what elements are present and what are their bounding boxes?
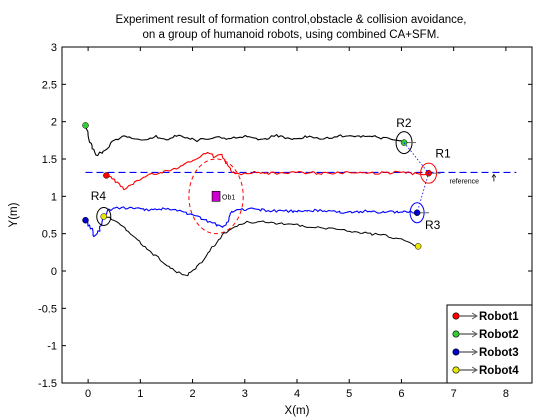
x-tick-label: 1 bbox=[137, 388, 143, 400]
legend-arrow-head-robot2 bbox=[471, 330, 478, 338]
legend-arrow-head-robot3 bbox=[471, 348, 478, 356]
y-tick-label: 0 bbox=[51, 266, 57, 278]
start-marker-robot2 bbox=[82, 122, 89, 129]
legend-label-robot3: Robot3 bbox=[479, 347, 519, 359]
annotation-layer: R1 R2 R3 R4 bbox=[91, 116, 451, 232]
start-marker-robot3 bbox=[82, 216, 89, 224]
legend-arrow-head-robot1 bbox=[471, 312, 478, 320]
obstacle-marker bbox=[211, 191, 221, 202]
legend: Robot1 Robot2 Robot3 Robot4 bbox=[446, 304, 533, 384]
chart-title-line-1: Experiment result of formation control,o… bbox=[116, 14, 467, 26]
series-line-robot3 bbox=[84, 206, 418, 238]
x-tick-label: 3 bbox=[242, 388, 248, 400]
legend-label-robot1: Robot1 bbox=[479, 311, 519, 323]
chart-title-line-2: on a group of humanoid robots, using com… bbox=[143, 29, 440, 41]
obstacle-layer: Ob1 bbox=[188, 158, 244, 235]
y-tick-label: -1.5 bbox=[38, 378, 57, 390]
series-line-robot1 bbox=[106, 151, 429, 191]
obstacle-label: Ob1 bbox=[222, 194, 235, 201]
y-tick-label: -0.5 bbox=[38, 303, 57, 315]
y-tick-label: 2.5 bbox=[42, 79, 57, 91]
y-tick-label: 0.5 bbox=[42, 229, 57, 241]
end-marker-robot3 bbox=[413, 209, 421, 217]
y-tick-label: 2 bbox=[51, 117, 57, 129]
x-tick-label: 8 bbox=[503, 388, 509, 400]
robot-tag-r3: R3 bbox=[425, 218, 441, 232]
x-tick-label: 2 bbox=[189, 388, 195, 400]
x-axis-label: X(m) bbox=[285, 405, 310, 417]
y-tick-label: 3 bbox=[51, 42, 57, 54]
x-tick-label: 7 bbox=[451, 388, 457, 400]
legend-label-robot2: Robot2 bbox=[479, 329, 519, 341]
robot-tag-r2: R2 bbox=[396, 116, 412, 130]
x-tick-label: 0 bbox=[85, 388, 91, 400]
series-layer bbox=[82, 122, 441, 277]
reference-layer: reference bbox=[85, 171, 517, 185]
start-footprint-robot4 bbox=[96, 206, 112, 226]
y-axis-label: Y(m) bbox=[8, 202, 20, 227]
legend-label-robot4: Robot4 bbox=[479, 365, 519, 377]
legend-marker-robot1 bbox=[452, 312, 460, 320]
x-tick-label: 6 bbox=[398, 388, 404, 400]
legend-marker-robot2 bbox=[452, 330, 460, 338]
reference-label: reference bbox=[449, 178, 479, 185]
x-tick-label: 4 bbox=[294, 388, 300, 400]
legend-marker-robot4 bbox=[452, 366, 460, 374]
end-marker-robot4 bbox=[414, 243, 422, 250]
robot-tag-r1: R1 bbox=[435, 147, 451, 161]
series-line-robot4 bbox=[103, 216, 419, 277]
start-marker-robot1 bbox=[103, 172, 110, 179]
y-tick-label: 1.5 bbox=[42, 154, 57, 166]
start-marker-robot4 bbox=[100, 213, 108, 220]
formation-link bbox=[403, 142, 430, 213]
robot-tag-r4: R4 bbox=[91, 189, 107, 203]
y-tick-label: 1 bbox=[51, 191, 57, 203]
obstacle-avoid-ellipse bbox=[188, 158, 244, 235]
legend-arrow-head-robot4 bbox=[471, 366, 478, 374]
legend-marker-robot3 bbox=[452, 348, 460, 356]
x-tick-label: 5 bbox=[346, 388, 352, 400]
y-tick-label: -1 bbox=[47, 341, 57, 353]
series-line-robot2 bbox=[84, 125, 405, 157]
axis-ticks: 0 1 2 3 4 5 6 7 8 -1.5 -1 -0.5 0 0.5 1 1.5 2 2.5 3 bbox=[38, 42, 532, 400]
reference-arrow-head bbox=[491, 173, 497, 178]
